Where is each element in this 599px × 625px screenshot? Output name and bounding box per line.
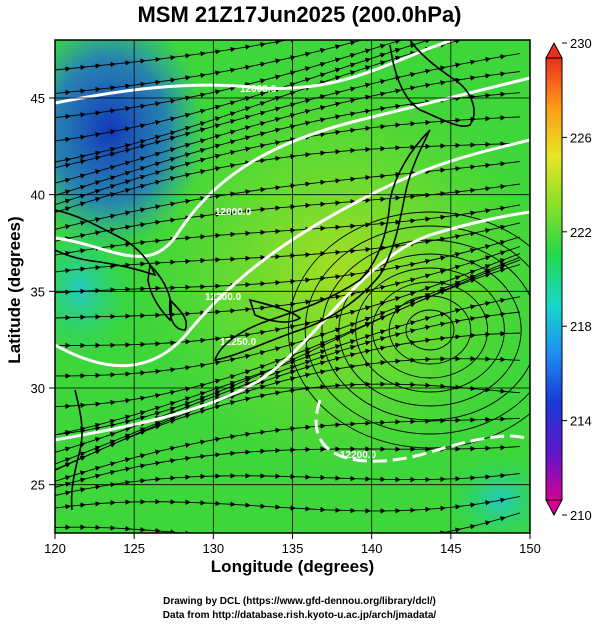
colorbar-tick-label: 218	[570, 319, 592, 334]
anticyclone-streamline	[338, 253, 522, 407]
x-tick-label: 145	[440, 541, 462, 556]
x-tick-label: 150	[519, 541, 541, 556]
colorbar-bottom-arrow	[545, 499, 563, 517]
anticyclone-streamline	[388, 295, 472, 365]
x-tick-label: 135	[282, 541, 304, 556]
y-axis-ticks: 25 30 35 40 45	[31, 91, 55, 493]
x-tick-label: 120	[44, 541, 66, 556]
contour-label: 12000.0	[240, 84, 277, 95]
y-axis-label: Latitude (degrees)	[5, 216, 24, 364]
anticyclone-streamline	[355, 267, 505, 393]
contour-label: 12250.0	[220, 337, 257, 348]
anticyclone-streamline	[321, 239, 530, 421]
streamline	[55, 512, 521, 533]
x-tick-label: 130	[202, 541, 224, 556]
coastline	[248, 298, 302, 323]
coastline	[168, 298, 188, 331]
y-tick-label: 45	[31, 91, 45, 106]
height-contour	[55, 210, 530, 442]
x-axis-label: Longitude (degrees)	[210, 557, 375, 576]
coastline	[389, 40, 475, 127]
map-title: MSM 21Z17Jun2025 (200.0hPa)	[137, 2, 462, 27]
coastlines	[55, 40, 475, 511]
colorbar-tick-label: 210	[570, 508, 592, 523]
anticyclone-streamline	[287, 211, 530, 449]
height-contour	[314, 399, 530, 463]
x-axis-ticks: 120 125 130 135 140 145 150	[44, 533, 541, 556]
x-tick-label: 140	[361, 541, 383, 556]
height-contour	[55, 40, 457, 105]
y-tick-label: 40	[31, 188, 45, 203]
y-tick-label: 25	[31, 478, 45, 493]
cold-region	[55, 40, 205, 250]
streamline	[55, 472, 521, 529]
coastline	[70, 389, 83, 511]
colorbar-tick-label: 226	[570, 130, 592, 145]
colorbar: 230 226 222 218 214 210	[545, 36, 592, 523]
credit-data: Data from http://database.rish.kyoto-u.a…	[162, 610, 437, 621]
anticyclone-streamline	[405, 309, 455, 351]
colorbar-tick-label: 214	[570, 414, 592, 429]
anticyclone-streamline	[304, 225, 530, 435]
y-tick-label: 30	[31, 381, 45, 396]
height-contour	[55, 138, 530, 368]
anticyclone-streamline	[371, 281, 489, 379]
colorbar-tick-label: 222	[570, 225, 592, 240]
colorbar-gradient	[545, 57, 563, 501]
contour-label: 12000.0	[215, 207, 252, 218]
contour-label: 12200.0	[340, 450, 377, 461]
contour-label: 12200.0	[205, 292, 242, 303]
y-tick-label: 35	[31, 284, 45, 299]
colorbar-tick-label: 230	[570, 36, 592, 51]
grid-lines	[55, 40, 530, 533]
coastline	[213, 129, 431, 362]
streamline	[55, 495, 521, 533]
credit-drawing: Drawing by DCL (https://www.gfd-dennou.o…	[163, 596, 436, 607]
x-tick-label: 125	[123, 541, 145, 556]
coastline	[55, 209, 157, 277]
map-field: 12000.0 12000.0 12200.0 12250.0 12200.0	[55, 40, 530, 533]
coastline	[147, 263, 173, 322]
colorbar-top-arrow	[545, 41, 563, 59]
